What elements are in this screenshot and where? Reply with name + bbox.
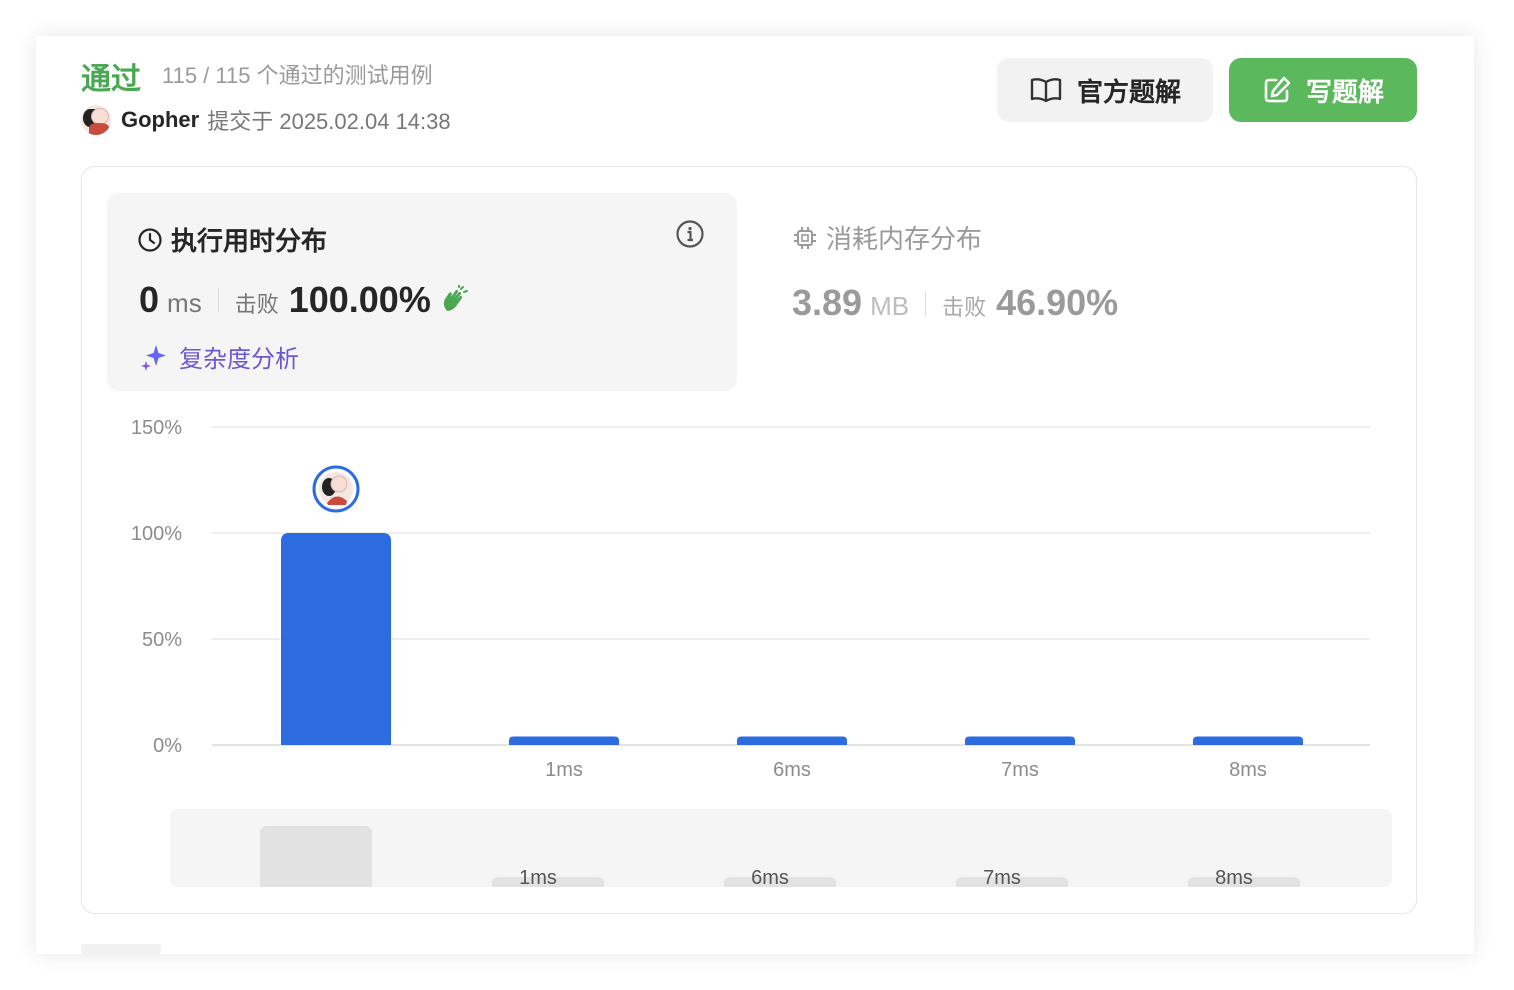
bar-0ms (281, 533, 391, 745)
write-solution-label: 写题解 (1305, 76, 1384, 107)
divider (217, 288, 219, 312)
y-tick-label: 0% (153, 735, 182, 757)
status-label: 通过 (81, 63, 141, 96)
clap-icon (443, 285, 468, 311)
bar-8ms (1193, 736, 1303, 745)
runtime-unit: ms (167, 288, 202, 318)
chip-icon (794, 226, 816, 249)
memory-beat-pct: 46.90% (996, 282, 1119, 323)
complexity-analysis-link[interactable]: 复杂度分析 (139, 339, 299, 374)
x-tick-label: 8ms (1229, 759, 1267, 781)
official-solution-label: 官方题解 (1076, 76, 1181, 107)
runtime-card[interactable]: 执行用时分布 0 ms 击败 100.00% 复杂度分析 (107, 193, 737, 391)
official-solution-button[interactable]: 官方题解 (997, 58, 1213, 122)
runtime-value: 0 (139, 279, 160, 320)
memory-value: 3.89 (792, 282, 863, 323)
overview-bar-6ms (724, 877, 836, 887)
runtime-title: 执行用时分布 (137, 221, 327, 258)
username[interactable]: Gopher (121, 107, 200, 132)
runtime-distribution-chart[interactable]: 0% 50% 100% 150% 1ms 6ms 7ms 8ms (82, 167, 1416, 807)
bar-6ms (737, 736, 847, 745)
x-tick-label: 6ms (773, 759, 811, 781)
chart-overview-brush[interactable]: 1ms 6ms 7ms 8ms (170, 809, 1392, 887)
y-tick-label: 100% (131, 523, 182, 545)
truncated-text (81, 944, 161, 954)
memory-title-text: 消耗内存分布 (826, 224, 983, 254)
runtime-title-text: 执行用时分布 (171, 226, 328, 256)
runtime-beat-label: 击败 (234, 292, 279, 317)
overview-bar-1ms (492, 877, 604, 887)
runtime-beat-pct: 100.00% (288, 279, 431, 320)
overview-label: 6ms (751, 867, 789, 887)
distribution-panel: 执行用时分布 0 ms 击败 100.00% 复杂度分析 消耗内存分布 (81, 166, 1417, 914)
overview-bar-0ms (260, 825, 372, 887)
y-tick-label: 150% (131, 417, 182, 439)
submit-time: 提交于 2025.02.04 14:38 (207, 109, 451, 134)
info-icon[interactable] (675, 219, 705, 249)
submission-card: 通过 115 / 115 个通过的测试用例 Gopher 提交于 2025.02… (36, 36, 1474, 954)
overview-label: 1ms (519, 867, 557, 887)
bar-7ms (965, 736, 1075, 745)
overview-label: 8ms (1215, 867, 1253, 887)
clock-icon (138, 227, 162, 252)
complexity-label: 复杂度分析 (179, 346, 299, 373)
memory-card[interactable]: 消耗内存分布 3.89 MB 击败 46.90% (792, 219, 1118, 324)
submission-info: Gopher 提交于 2025.02.04 14:38 (81, 104, 451, 136)
runtime-stats: 0 ms 击败 100.00% (139, 279, 469, 321)
y-tick-label: 50% (142, 629, 182, 651)
bar-1ms (509, 736, 619, 745)
edit-icon (1264, 76, 1291, 103)
overview-label: 7ms (983, 867, 1021, 887)
write-solution-button[interactable]: 写题解 (1229, 58, 1417, 122)
book-icon (1030, 78, 1062, 103)
x-tick-label: 1ms (545, 759, 583, 781)
memory-stats: 3.89 MB 击败 46.90% (792, 282, 1118, 324)
memory-unit: MB (870, 291, 910, 321)
x-tick-label: 7ms (1001, 759, 1039, 781)
user-marker-avatar[interactable] (312, 465, 360, 513)
memory-beat-label: 击败 (942, 295, 987, 320)
avatar[interactable] (81, 105, 111, 135)
test-count: 115 / 115 个通过的测试用例 (162, 63, 433, 88)
overview-bar-7ms (956, 877, 1068, 887)
sparkle-icon (141, 344, 166, 371)
memory-title: 消耗内存分布 (792, 219, 1118, 256)
overview-bar-8ms (1188, 877, 1300, 887)
divider (925, 291, 927, 315)
